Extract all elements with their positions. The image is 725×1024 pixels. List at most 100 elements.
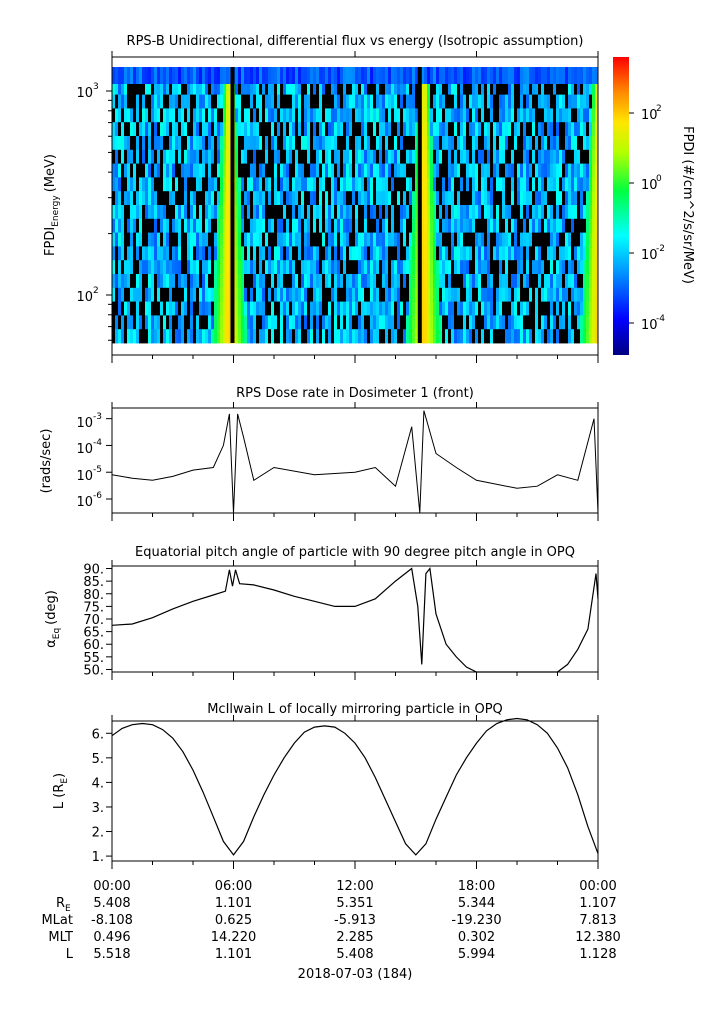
spectrogram-cell <box>127 136 131 151</box>
spectrogram-cell <box>433 80 437 95</box>
spectrogram-cell <box>277 287 281 302</box>
spectrogram-cell <box>448 274 452 289</box>
spectrogram-cell <box>580 232 584 247</box>
spectrogram-cell <box>472 136 476 151</box>
spectrogram-cell <box>118 301 122 316</box>
spectrogram-cell <box>520 218 524 233</box>
spectrogram-cell <box>193 232 197 247</box>
spectrogram-cell <box>124 301 128 316</box>
spectrogram-cell <box>547 260 551 275</box>
spectrogram-cell <box>535 274 539 289</box>
spectrogram-cell <box>349 108 353 123</box>
spectrogram-cell <box>397 191 401 206</box>
spectrogram-cell <box>523 274 527 289</box>
spectrogram-cell <box>460 122 464 137</box>
spectrogram-cell <box>319 205 323 220</box>
spectrogram-cell <box>181 274 185 289</box>
spectrogram-cell <box>280 232 284 247</box>
spectrogram-cell <box>112 287 116 302</box>
spectrogram-cell <box>388 232 392 247</box>
spectrogram-cell <box>415 329 419 344</box>
spectrogram-cell <box>478 274 482 289</box>
spectrogram-cell <box>331 274 335 289</box>
spectrogram-cell <box>316 108 320 123</box>
spectrogram-cell <box>352 163 356 178</box>
spectrogram-cell <box>283 232 287 247</box>
spectrogram-cell <box>484 301 488 316</box>
spectrogram-cell <box>583 94 587 109</box>
spectrogram-cell <box>271 67 275 84</box>
spectrogram-cell <box>427 260 431 275</box>
spectrogram-cell <box>406 329 410 344</box>
spectrogram-cell <box>421 122 425 137</box>
spectrogram-cell <box>454 329 458 344</box>
spectrogram-cell <box>205 177 209 192</box>
spectrogram-cell <box>358 218 362 233</box>
spectrogram-cell <box>568 149 572 164</box>
spectrogram-cell <box>553 205 557 220</box>
spectrogram-cell <box>295 232 299 247</box>
spectrogram-cell <box>133 94 137 109</box>
spectrogram-cell <box>583 329 587 344</box>
spectrogram-cell <box>454 191 458 206</box>
spectrogram-cell <box>472 67 476 84</box>
spectrogram-cell <box>280 67 284 84</box>
spectrogram-cell <box>157 329 161 344</box>
spectrogram-cell <box>427 274 431 289</box>
spectrogram-cell <box>592 260 596 275</box>
spectrogram-cell <box>181 246 185 261</box>
colorbar-tick-exp: -4 <box>656 314 665 324</box>
spectrogram-cell <box>214 329 218 344</box>
spectrogram-cell <box>541 136 545 151</box>
spectrogram-cell <box>373 94 377 109</box>
spectrogram-cell <box>193 80 197 95</box>
spectrogram-cell <box>457 136 461 151</box>
spectrogram-cell <box>505 177 509 192</box>
spectrogram-cell <box>151 218 155 233</box>
spectrogram-cell <box>409 67 413 84</box>
spectrogram-cell <box>274 94 278 109</box>
spectrogram-cell <box>286 301 290 316</box>
ephemeris-label: MLat <box>41 913 73 928</box>
spectrogram-cell <box>178 177 182 192</box>
spectrogram-cell <box>484 232 488 247</box>
spectrogram-cell <box>154 205 158 220</box>
spectrogram-cell <box>118 329 122 344</box>
spectrogram-cell <box>547 205 551 220</box>
spectrogram-cell <box>364 108 368 123</box>
spectrogram-cell <box>475 205 479 220</box>
spectrogram-cell <box>430 205 434 220</box>
spectrogram-cell <box>448 122 452 137</box>
spectrogram-cell <box>559 94 563 109</box>
spectrogram-cell <box>481 329 485 344</box>
spectrogram-cell <box>562 94 566 109</box>
spectrogram-cell <box>592 218 596 233</box>
spectrogram-cell <box>433 67 437 84</box>
spectrogram-cell <box>535 122 539 137</box>
spectrogram-cell <box>496 274 500 289</box>
spectrogram-cell <box>397 315 401 330</box>
spectrogram-cell <box>253 246 257 261</box>
spectrogram-cell <box>322 136 326 151</box>
spectrogram-cell <box>325 232 329 247</box>
spectrogram-cell <box>517 177 521 192</box>
dose-y-ticks: 10 -3 10 -4 10 -5 10 -6 <box>76 412 112 510</box>
spectrogram-cell <box>151 329 155 344</box>
spectrogram-cell <box>199 177 203 192</box>
spectrogram-cell <box>550 246 554 261</box>
spectrogram-cell <box>163 191 167 206</box>
spectrogram-cell <box>301 122 305 137</box>
spectrogram-cell <box>466 94 470 109</box>
spectrogram-cell <box>373 274 377 289</box>
spectrogram-cell <box>511 287 515 302</box>
spectrogram-cell <box>517 205 521 220</box>
spectrogram-cell <box>322 122 326 137</box>
spectrogram-cell <box>310 287 314 302</box>
spectrogram-cell <box>235 301 239 316</box>
spectrogram-cell <box>136 246 140 261</box>
spectrogram-cell <box>298 205 302 220</box>
spectrogram-cell <box>187 232 191 247</box>
spectrogram-cell <box>157 191 161 206</box>
spectrogram-cell <box>244 177 248 192</box>
spectrogram-cell <box>403 94 407 109</box>
